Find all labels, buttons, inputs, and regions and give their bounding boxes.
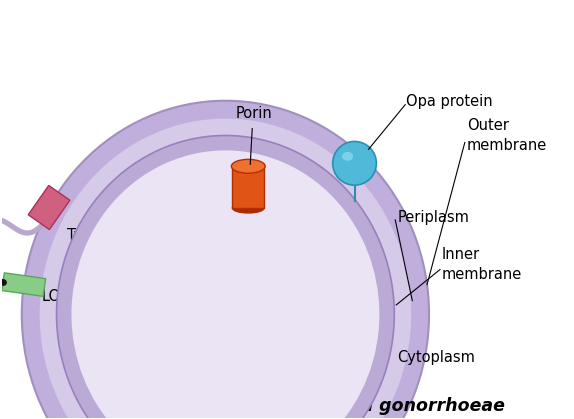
Polygon shape xyxy=(2,273,46,296)
Ellipse shape xyxy=(333,142,377,185)
Text: LOS: LOS xyxy=(42,289,70,304)
Text: Inner
membrane: Inner membrane xyxy=(442,247,522,282)
Ellipse shape xyxy=(56,135,394,419)
Ellipse shape xyxy=(73,153,377,419)
Text: Periplasm: Periplasm xyxy=(397,210,469,225)
Ellipse shape xyxy=(40,119,411,419)
Ellipse shape xyxy=(232,203,264,213)
Ellipse shape xyxy=(342,152,353,161)
Text: Opa protein: Opa protein xyxy=(406,94,493,109)
Text: Type IV pili: Type IV pili xyxy=(67,228,146,243)
Text: Neisseria gonorrhoeae: Neisseria gonorrhoeae xyxy=(282,397,505,415)
Text: Porin: Porin xyxy=(236,106,273,121)
Text: Outer
membrane: Outer membrane xyxy=(467,118,547,153)
Ellipse shape xyxy=(71,150,379,419)
Text: Virulence Factors of: Virulence Factors of xyxy=(80,397,282,415)
Ellipse shape xyxy=(231,159,265,173)
Polygon shape xyxy=(28,186,70,230)
Ellipse shape xyxy=(22,101,429,419)
Text: Cytoplasm: Cytoplasm xyxy=(397,349,475,365)
Polygon shape xyxy=(232,164,264,208)
